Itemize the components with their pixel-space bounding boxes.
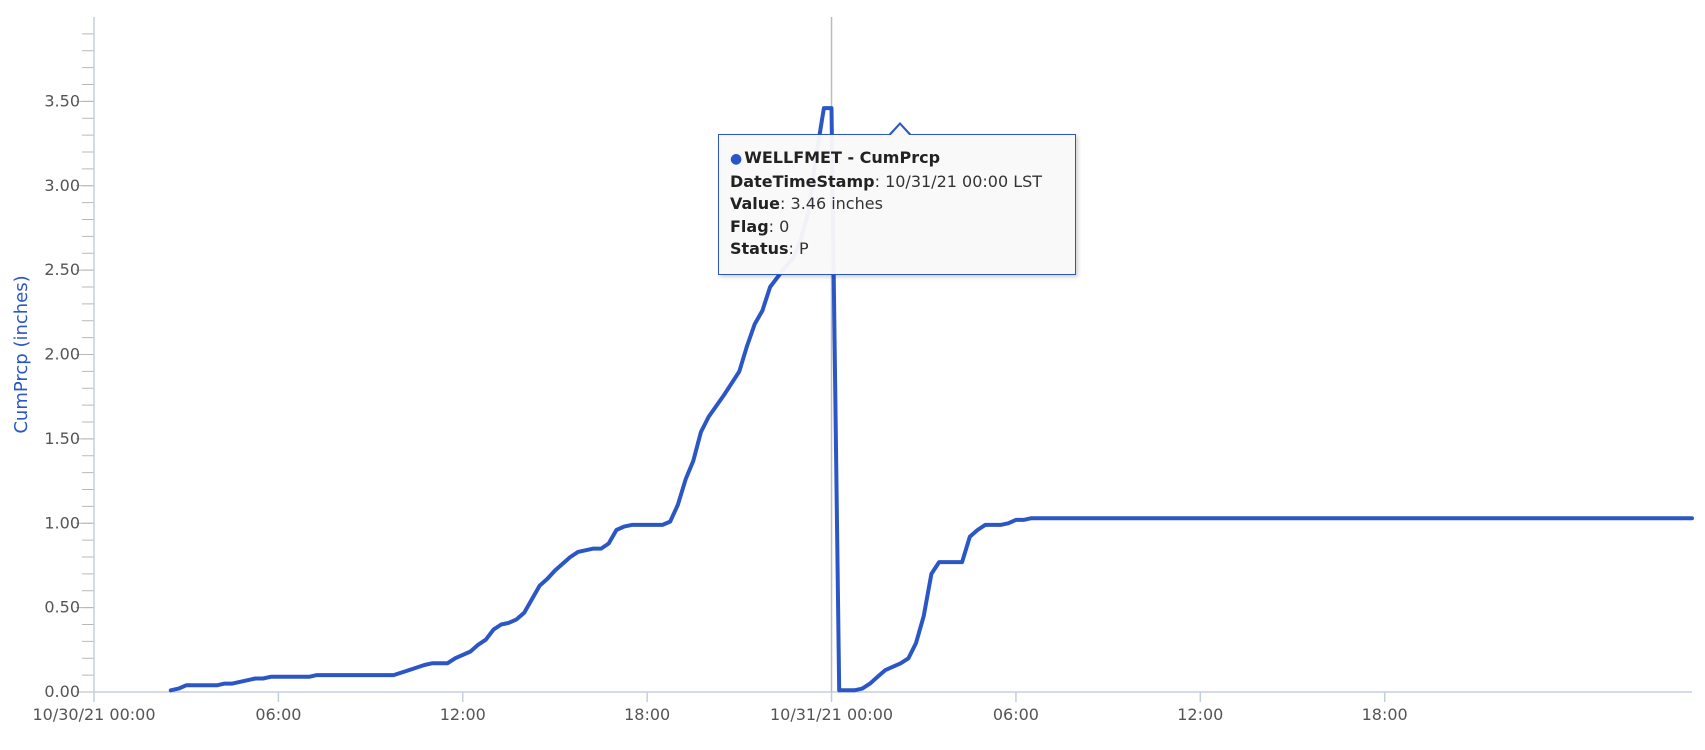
x-tick-label: 18:00 — [1362, 705, 1408, 724]
tooltip-arrow-fill — [890, 125, 910, 136]
tooltip-value-value: : 3.46 inches — [780, 194, 883, 213]
y-tick-label: 1.00 — [44, 513, 80, 532]
tooltip-series-name: WELLFMET - CumPrcp — [744, 148, 941, 167]
y-tick-label: 2.00 — [44, 345, 80, 364]
y-tick-label: 1.50 — [44, 429, 80, 448]
tooltip-flag-label: Flag — [730, 216, 769, 236]
x-tick-label: 12:00 — [440, 705, 486, 724]
tooltip-datetime-value: : 10/31/21 00:00 LST — [874, 171, 1043, 191]
series-dot-icon: ● — [730, 151, 743, 167]
tooltip-datetime-label: DateTimeStamp — [730, 171, 875, 191]
tooltip-header: ● WELLFMET - CumPrcp — [730, 147, 1064, 171]
y-tick-label: 2.50 — [44, 260, 80, 279]
x-tick-label: 10/31/21 00:00 — [770, 705, 893, 724]
tooltip-status-label: Status — [730, 239, 789, 258]
y-tick-label: 3.00 — [44, 176, 80, 195]
y-tick-label: 3.50 — [44, 91, 80, 110]
x-tick-label: 12:00 — [1177, 705, 1223, 724]
x-tick-label: 06:00 — [993, 705, 1039, 724]
y-axis-title: CumPrcp (inches) — [11, 275, 32, 433]
tooltip-status-value: : P — [788, 239, 809, 258]
x-ticks — [93, 692, 1386, 702]
y-major-ticks — [76, 100, 94, 693]
x-tick-labels: 10/30/21 00:00 06:00 12:00 18:00 10/31/21 00… — [32, 705, 1407, 724]
tooltip-row-status: Status: P — [730, 238, 1064, 261]
y-minor-ticks — [82, 33, 94, 693]
x-tick-label: 06:00 — [255, 705, 301, 724]
tooltip-row-flag: Flag: 0 — [730, 216, 1064, 239]
x-tick-label: 18:00 — [624, 705, 670, 724]
y-tick-label: 0.00 — [44, 682, 80, 701]
tooltip-row-datetime: DateTimeStamp: 10/31/21 00:00 LST — [730, 171, 1064, 194]
series-line-wellfmet-cumprcp[interactable] — [168, 106, 1694, 693]
y-tick-label: 0.50 — [44, 598, 80, 617]
tooltip: ● WELLFMET - CumPrcp DateTimeStamp: 10/31… — [718, 134, 1076, 275]
y-tick-labels: 0.00 0.50 1.00 1.50 2.00 2.50 3.00 3.50 — [44, 91, 80, 701]
tooltip-row-value: Value: 3.46 inches — [730, 193, 1064, 216]
x-tick-label: 10/30/21 00:00 — [32, 705, 155, 724]
tooltip-flag-value: : 0 — [768, 216, 790, 236]
tooltip-value-label: Value — [730, 194, 781, 213]
